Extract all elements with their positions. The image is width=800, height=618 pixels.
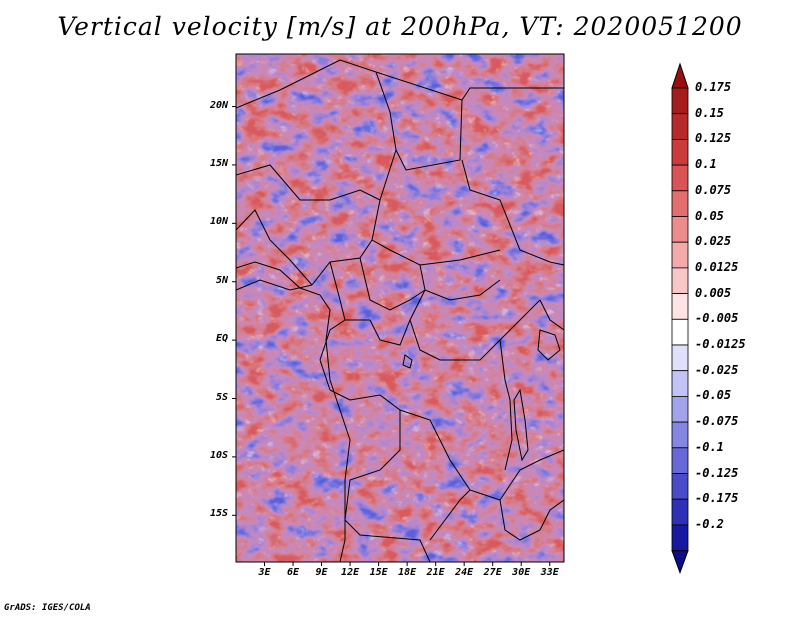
colorbar-swatch bbox=[672, 268, 688, 294]
colorbar-swatch bbox=[672, 242, 688, 268]
colorbar-swatch bbox=[672, 396, 688, 422]
colorbar-swatch bbox=[672, 294, 688, 320]
colorbar-label: -0.05 bbox=[695, 388, 731, 402]
colorbar-swatch bbox=[672, 499, 688, 525]
lon-label: 18E bbox=[392, 567, 422, 578]
lat-label: 20N bbox=[198, 100, 228, 111]
lon-label: 6E bbox=[278, 567, 308, 578]
lon-label: 21E bbox=[421, 567, 451, 578]
colorbar-label: -0.0125 bbox=[695, 337, 746, 351]
colorbar-label: 0.125 bbox=[695, 131, 731, 145]
colorbar-label: -0.005 bbox=[695, 311, 738, 325]
colorbar-swatch bbox=[672, 422, 688, 448]
colorbar-swatch bbox=[672, 345, 688, 371]
colorbar-swatch bbox=[672, 139, 688, 165]
colorbar-label: 0.025 bbox=[695, 234, 731, 248]
colorbar-label: 0.075 bbox=[695, 183, 731, 197]
lat-ticks bbox=[232, 107, 236, 516]
colorbar-label: 0.005 bbox=[695, 286, 731, 300]
colorbar-label: 0.05 bbox=[695, 209, 724, 223]
colorbar-swatch bbox=[672, 217, 688, 243]
lon-label: 27E bbox=[478, 567, 508, 578]
colorbar-swatch bbox=[672, 525, 688, 551]
colorbar-label: -0.025 bbox=[695, 363, 738, 377]
lon-label: 24E bbox=[449, 567, 479, 578]
lon-label: 33E bbox=[535, 567, 565, 578]
colorbar-label: -0.175 bbox=[695, 491, 738, 505]
colorbar-swatch bbox=[672, 371, 688, 397]
colorbar-swatch bbox=[672, 191, 688, 217]
lon-label: 3E bbox=[250, 567, 280, 578]
colorbar-swatch bbox=[672, 474, 688, 500]
colorbar-swatch bbox=[672, 165, 688, 191]
colorbar-swatch bbox=[672, 448, 688, 474]
colorbar-label: -0.2 bbox=[695, 517, 724, 531]
colorbar-label: 0.175 bbox=[695, 80, 731, 94]
lat-label: EQ bbox=[198, 333, 228, 344]
colorbar-top-arrow bbox=[672, 64, 688, 88]
colorbar-label: -0.1 bbox=[695, 440, 724, 454]
velocity-field bbox=[236, 54, 564, 562]
lon-label: 9E bbox=[307, 567, 337, 578]
lat-label: 5N bbox=[198, 275, 228, 286]
lat-label: 15S bbox=[198, 508, 228, 519]
colorbar-swatch bbox=[672, 114, 688, 140]
colorbar-label: 0.0125 bbox=[695, 260, 738, 274]
colorbar-swatch bbox=[672, 88, 688, 114]
lon-label: 30E bbox=[506, 567, 536, 578]
credit-text: GrADS: IGES/COLA bbox=[4, 603, 91, 613]
colorbar-label: 0.15 bbox=[695, 106, 724, 120]
colorbar-label: -0.125 bbox=[695, 466, 738, 480]
map-canvas bbox=[0, 0, 800, 618]
colorbar bbox=[672, 64, 688, 573]
colorbar-swatch bbox=[672, 319, 688, 345]
lat-label: 15N bbox=[198, 158, 228, 169]
colorbar-bottom-arrow bbox=[672, 551, 688, 573]
colorbar-label: -0.075 bbox=[695, 414, 738, 428]
lat-label: 10N bbox=[198, 216, 228, 227]
lat-label: 5S bbox=[198, 392, 228, 403]
lon-label: 15E bbox=[364, 567, 394, 578]
lon-ticks bbox=[265, 562, 550, 566]
colorbar-label: 0.1 bbox=[695, 157, 717, 171]
lat-label: 10S bbox=[198, 450, 228, 461]
lon-label: 12E bbox=[335, 567, 365, 578]
